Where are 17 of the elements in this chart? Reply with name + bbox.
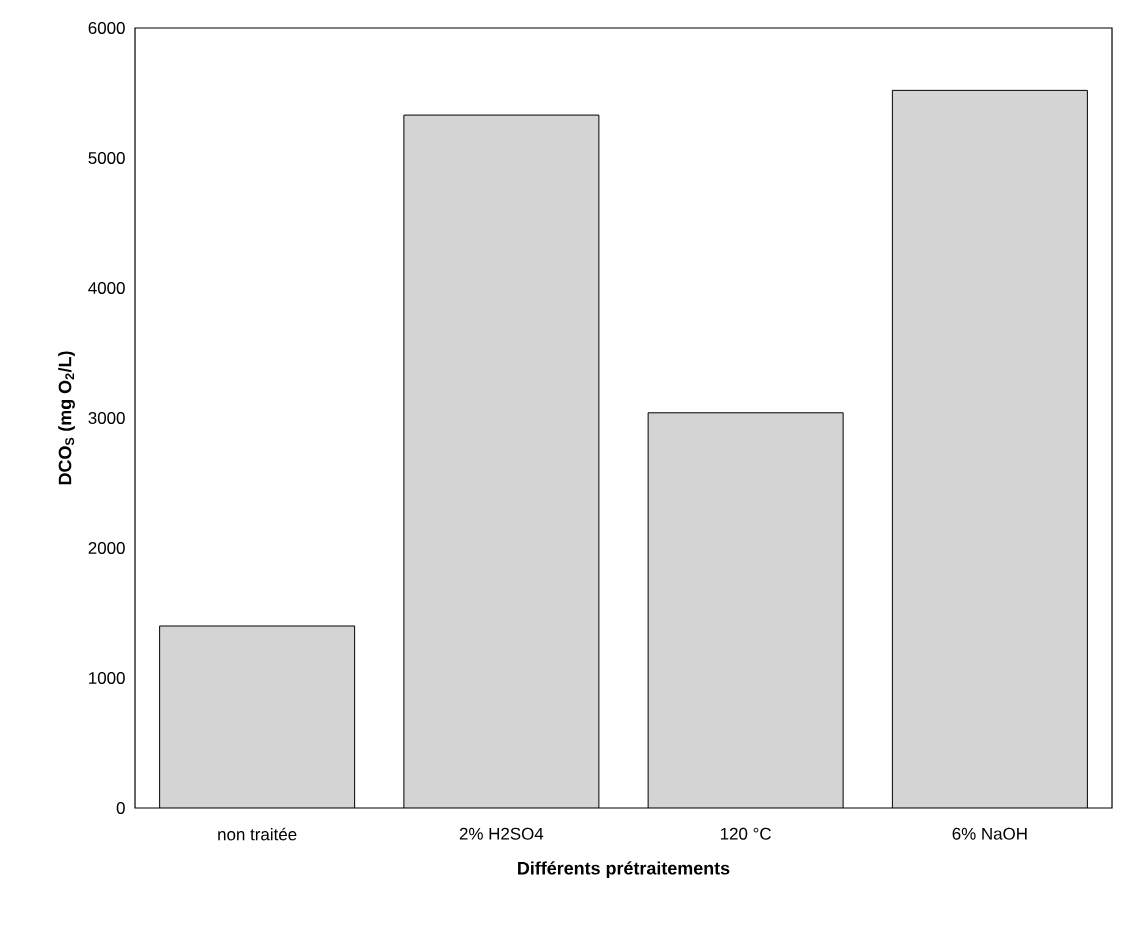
y-tick-label: 3000 bbox=[88, 411, 125, 424]
y-tick-label: 0 bbox=[116, 801, 125, 814]
bar bbox=[891, 89, 1088, 808]
x-tick-label: non traitée bbox=[218, 827, 297, 841]
y-tick-label: 2000 bbox=[88, 541, 125, 554]
x-axis-title: Différents prétraitements bbox=[518, 861, 730, 879]
bar bbox=[647, 412, 844, 808]
x-tick-label: 120 °C bbox=[720, 827, 771, 840]
y-axis-title: DCO$_{S}$ (mg O$_{2}$/L) bbox=[58, 351, 75, 485]
y-tick-label: 5000 bbox=[88, 151, 125, 164]
bar bbox=[403, 114, 600, 808]
y-tick-label: 1000 bbox=[89, 671, 125, 684]
x-tick-label: 6% NaOH bbox=[952, 827, 1027, 840]
x-tick-label: 2% H2SO4 bbox=[459, 827, 544, 840]
bar bbox=[159, 625, 355, 808]
y-tick-label: 6000 bbox=[88, 21, 125, 34]
y-tick-label: 4000 bbox=[88, 281, 125, 294]
